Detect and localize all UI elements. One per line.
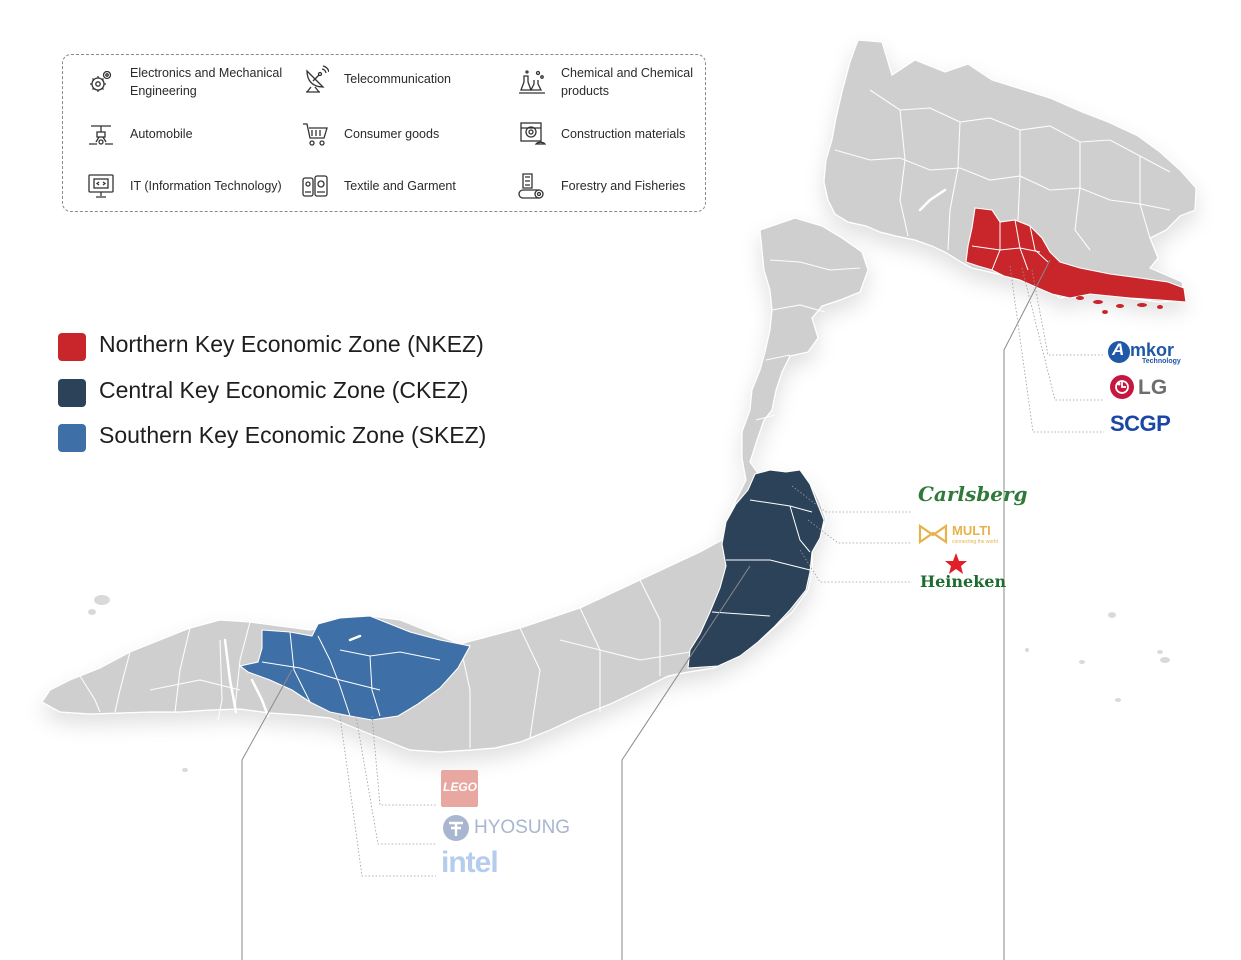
scgp-logo: SCGP [1110, 411, 1171, 436]
southern-zone-borders [261, 631, 441, 717]
province-borders [79, 89, 1171, 748]
chemical-flask-icon [517, 67, 547, 97]
log-icon [517, 171, 547, 201]
lego-name: LEGO [443, 780, 478, 794]
lg-logo: LG [1110, 375, 1167, 406]
hyosung-logo: HYOSUNG [442, 814, 570, 849]
industry-item-it: IT (Information Technology) [86, 171, 300, 201]
multi-name: MULTI [952, 523, 991, 538]
central-zone-borders [711, 499, 813, 617]
legend-label: Northern Key Economic Zone (NKEZ) [99, 331, 484, 357]
multi-logo: MULTI connecting the world [918, 523, 998, 550]
industry-label: Consumer goods [344, 127, 440, 141]
northern-zone-region [965, 207, 1187, 303]
industry-label: Electronics and Mechanical Engineering [130, 66, 283, 98]
industry-item-telecommunication: Telecommunication [300, 64, 504, 94]
southern-zone-region [238, 615, 471, 721]
industry-label: Textile and Garment [344, 179, 456, 193]
heineken-logo: Heineken [918, 552, 1006, 591]
industry-item-forestry: Forestry and Fisheries [517, 171, 721, 201]
northern-zone-borders [971, 219, 1049, 271]
lego-logo: LEGO [441, 770, 478, 807]
central-zone-region [687, 469, 825, 669]
monitor-code-icon [86, 171, 116, 201]
cement-mixer-icon [517, 119, 547, 149]
industry-item-chemical: Chemical and Chemical products [517, 64, 721, 100]
legend-label: Central Key Economic Zone (CKEZ) [99, 377, 469, 403]
satellite-dish-icon [300, 64, 330, 94]
industry-label: Construction materials [561, 127, 686, 141]
gears-icon [86, 67, 116, 97]
leader-lines [241, 259, 1051, 960]
legend-swatch-red [58, 333, 86, 361]
industry-item-construction-materials: Construction materials [517, 119, 721, 149]
multi-tagline: connecting the world [952, 539, 998, 545]
lg-name: LG [1138, 376, 1168, 399]
industry-key-panel [62, 54, 706, 212]
rivers [223, 188, 947, 718]
legend-label: Southern Key Economic Zone (SKEZ) [99, 422, 487, 448]
industry-label: Chemical and Chemical products [561, 66, 694, 98]
amkor-initial: A [1112, 340, 1125, 359]
industry-item-electronics: Electronics and Mechanical Engineering [86, 64, 290, 100]
industry-item-textile: Textile and Garment [300, 171, 504, 201]
robot-arm-icon [86, 119, 116, 149]
amkor-logo: A mkor Technology [1108, 338, 1188, 373]
islands [88, 595, 1170, 772]
industry-label: Telecommunication [344, 72, 451, 86]
sewing-machine-icon [300, 171, 330, 201]
logo-connector-lines [339, 265, 1104, 877]
legend-swatch-blue [58, 424, 86, 452]
amkor-subtitle: Technology [1142, 358, 1181, 365]
industry-label: Forestry and Fisheries [561, 179, 686, 193]
industry-item-consumer-goods: Consumer goods [300, 119, 504, 149]
shopping-cart-icon [300, 119, 330, 149]
legend-swatch-navy [58, 379, 86, 407]
carlsberg-logo: Carlsberg [918, 482, 1028, 506]
heineken-name: Heineken [920, 572, 1007, 591]
industry-label: IT (Information Technology) [130, 179, 282, 193]
hyosung-name: HYOSUNG [474, 817, 571, 838]
industry-item-automobile: Automobile [86, 119, 290, 149]
amkor-name: mkor [1130, 340, 1175, 360]
intel-logo: intel [441, 846, 499, 879]
northern-islands [1060, 290, 1163, 314]
industry-label: Automobile [130, 127, 193, 141]
